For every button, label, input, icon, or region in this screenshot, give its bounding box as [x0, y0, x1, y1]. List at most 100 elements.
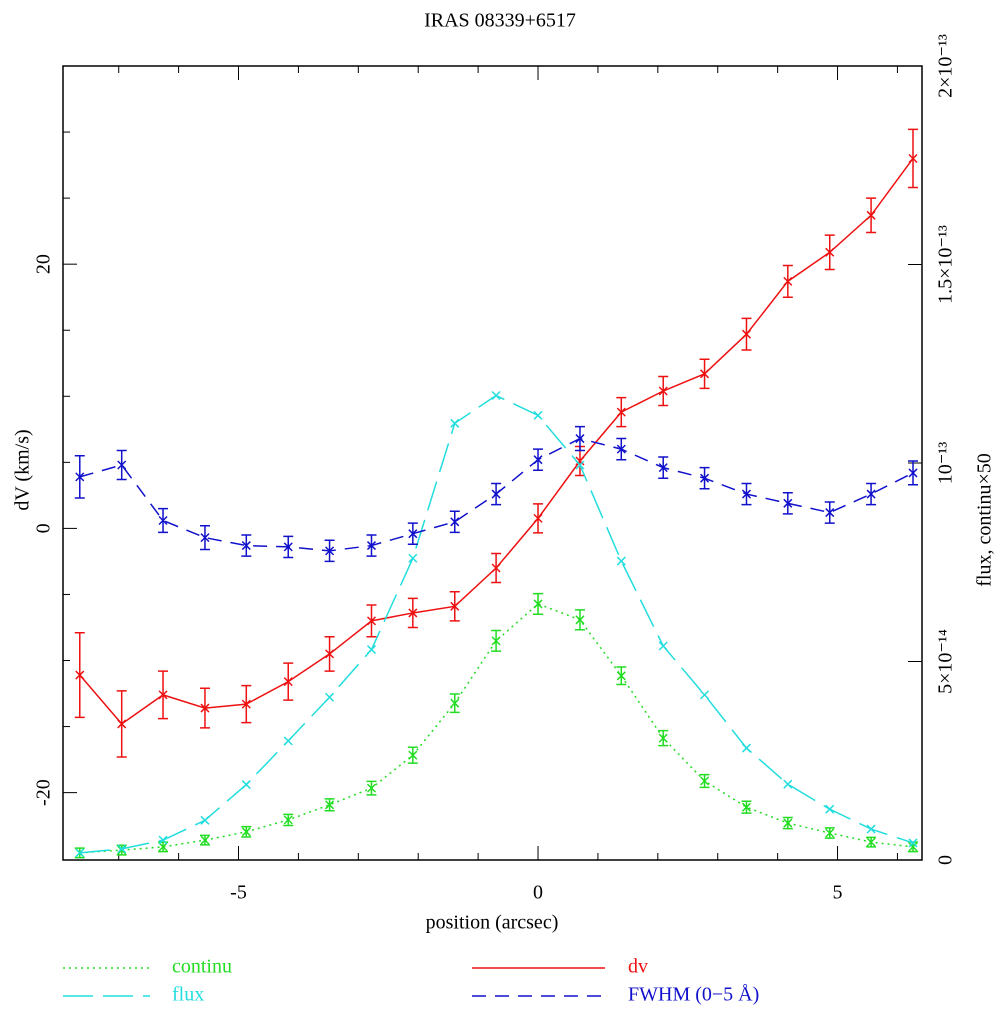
marker [75, 670, 85, 680]
marker [533, 513, 543, 523]
marker [658, 463, 668, 473]
x-tick-label: 5 [833, 882, 843, 904]
y2-tick-label: 2×10⁻¹³ [935, 34, 957, 98]
marker [533, 599, 543, 609]
plot-frame [62, 65, 923, 861]
marker [533, 410, 543, 420]
marker [616, 444, 626, 454]
marker [241, 780, 251, 790]
y2-tick-label: 1.5×10⁻¹³ [935, 225, 957, 304]
chart-title: IRAS 08339+6517 [424, 10, 576, 32]
marker [366, 783, 377, 793]
marker [741, 489, 752, 499]
marker [616, 407, 626, 417]
marker [783, 498, 793, 508]
legend-label: FWHM (0−5 Å) [628, 984, 759, 1006]
y-axis-label: dV (km/s) [12, 429, 34, 510]
marker [408, 553, 418, 563]
marker [200, 533, 210, 543]
y2-axis-label: flux, continu×50 [974, 453, 996, 587]
marker [741, 743, 752, 753]
marker [200, 835, 210, 845]
marker [700, 690, 710, 700]
marker [700, 473, 710, 483]
marker [408, 529, 418, 539]
marker [450, 517, 460, 527]
marker [575, 456, 585, 466]
marker [783, 779, 793, 789]
marker [158, 835, 168, 845]
marker [825, 508, 835, 518]
marker [533, 455, 543, 465]
marker [325, 649, 335, 659]
marker [117, 460, 127, 470]
marker [783, 276, 793, 286]
legend-label: flux [172, 984, 204, 1006]
marker [117, 845, 127, 855]
marker [700, 776, 710, 786]
y2-tick-label: 10⁻¹³ [935, 442, 957, 485]
marker [908, 468, 918, 478]
marker [575, 434, 585, 444]
marker [75, 472, 85, 482]
marker [366, 616, 377, 626]
marker [408, 608, 418, 618]
marker [241, 541, 251, 551]
marker [616, 556, 626, 566]
marker [866, 489, 876, 499]
marker [825, 804, 835, 814]
marker [825, 247, 835, 257]
marker [825, 828, 835, 838]
marker [325, 692, 335, 702]
marker [117, 844, 127, 854]
y-tick-label: 20 [33, 254, 55, 274]
marker [241, 827, 251, 837]
x-tick-label: 0 [533, 882, 543, 904]
marker [283, 677, 293, 687]
x-tick-label: -5 [230, 882, 247, 904]
marker [158, 690, 168, 700]
legend-label: continu [172, 956, 232, 978]
marker [741, 802, 752, 812]
marker [491, 390, 501, 401]
y-tick-label: -20 [33, 779, 55, 806]
marker [158, 515, 168, 525]
marker [658, 641, 668, 651]
marker [658, 733, 668, 743]
marker [450, 418, 460, 428]
marker [866, 824, 876, 834]
marker [408, 750, 418, 760]
marker [741, 329, 752, 339]
marker [200, 703, 210, 713]
marker [491, 636, 501, 646]
marker [866, 210, 876, 220]
marker [575, 460, 585, 470]
marker [491, 563, 501, 573]
marker [450, 698, 460, 708]
marker [158, 842, 168, 852]
marker [283, 815, 293, 825]
marker [450, 601, 460, 611]
marker [283, 542, 293, 552]
marker [908, 838, 918, 848]
marker [117, 719, 127, 729]
marker [908, 153, 918, 164]
y2-tick-label: 5×10⁻¹⁴ [935, 629, 957, 694]
marker [783, 818, 793, 828]
y2-tick-label: 0 [935, 855, 957, 865]
marker [700, 369, 710, 379]
x-axis-label: position (arcsec) [426, 912, 559, 934]
marker [491, 489, 501, 499]
legend-label: dv [628, 956, 648, 978]
marker [325, 800, 335, 810]
marker [658, 386, 668, 396]
y-tick-label: 0 [33, 523, 55, 533]
marker [200, 815, 210, 825]
marker [283, 736, 293, 746]
marker [908, 842, 918, 852]
marker [366, 645, 377, 655]
marker [616, 671, 626, 681]
marker [241, 699, 251, 709]
